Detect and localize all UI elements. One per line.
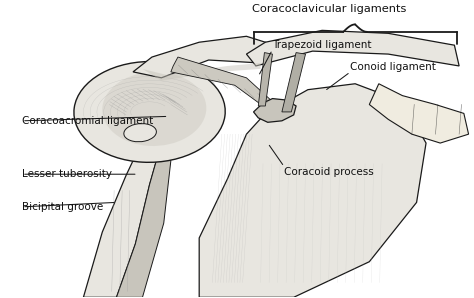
Ellipse shape <box>124 124 156 142</box>
Ellipse shape <box>74 61 225 162</box>
Text: Coracoacromial ligament: Coracoacromial ligament <box>22 116 153 126</box>
Text: Lesser tuberosity: Lesser tuberosity <box>22 169 112 179</box>
Polygon shape <box>133 36 275 78</box>
Text: Coracoid process: Coracoid process <box>284 167 374 177</box>
Text: Conoid ligament: Conoid ligament <box>350 62 436 72</box>
Polygon shape <box>282 53 306 112</box>
Polygon shape <box>117 143 171 297</box>
Polygon shape <box>171 57 273 106</box>
Polygon shape <box>199 84 426 297</box>
Text: Coracoclavicular ligaments: Coracoclavicular ligaments <box>252 4 406 14</box>
Polygon shape <box>246 30 459 66</box>
Ellipse shape <box>102 72 206 146</box>
Text: Trapezoid ligament: Trapezoid ligament <box>273 40 372 50</box>
Polygon shape <box>369 84 469 143</box>
Polygon shape <box>254 99 296 122</box>
Polygon shape <box>258 53 273 106</box>
Polygon shape <box>143 63 261 81</box>
Polygon shape <box>83 136 161 297</box>
Text: Bicipital groove: Bicipital groove <box>22 202 103 212</box>
